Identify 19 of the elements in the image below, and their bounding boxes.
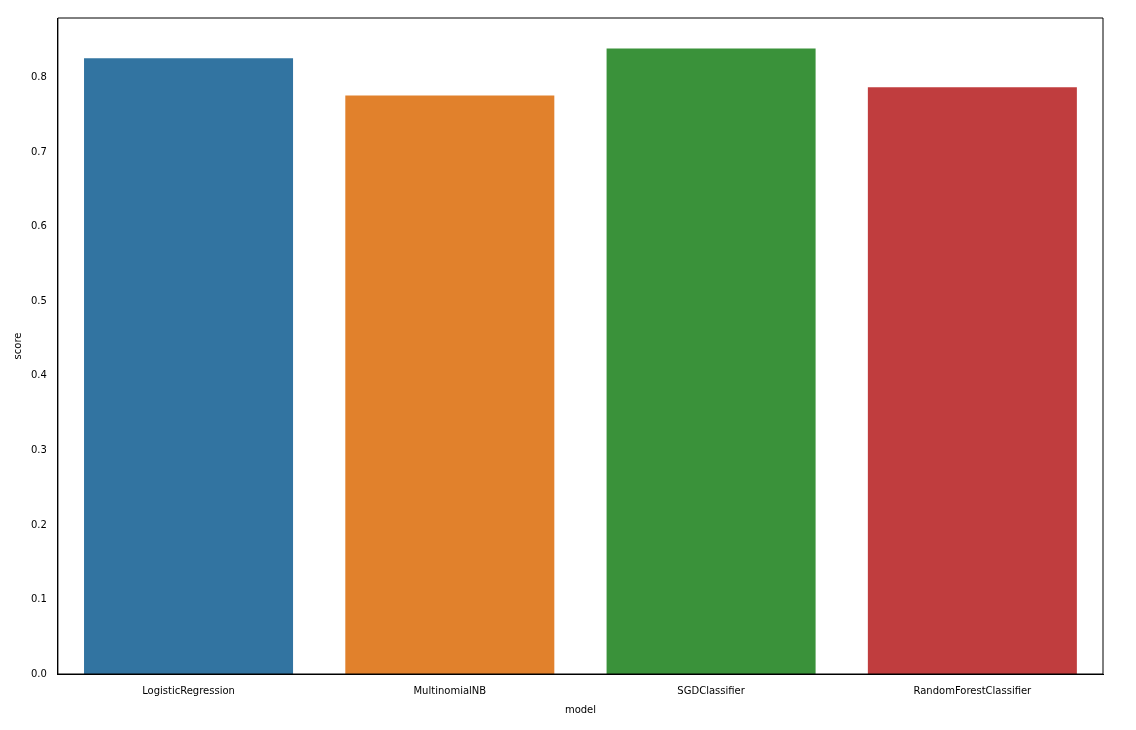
y-tick-label: 0.1 [31,593,47,605]
y-axis-title: score [11,332,23,360]
x-axis-title: model [564,703,597,715]
y-tick-label: 0.6 [31,220,47,232]
bar [345,95,555,674]
bar [867,87,1077,674]
x-tick-label: LogisticRegression [142,684,235,696]
y-tick-label: 0.0 [31,667,47,679]
x-tick-label: SGDClassifier [677,684,746,696]
x-tick-label: RandomForestClassifier [913,684,1033,696]
y-tick-label: 0.5 [31,294,47,306]
bar [84,58,294,674]
bar [606,48,816,674]
y-tick-label: 0.2 [31,518,47,530]
x-tick-label: MultinomialNB [413,684,487,696]
y-tick-label: 0.4 [31,369,47,381]
y-tick-label: 0.7 [31,145,47,157]
y-tick-label: 0.3 [31,443,47,455]
y-tick-label: 0.8 [31,71,47,83]
